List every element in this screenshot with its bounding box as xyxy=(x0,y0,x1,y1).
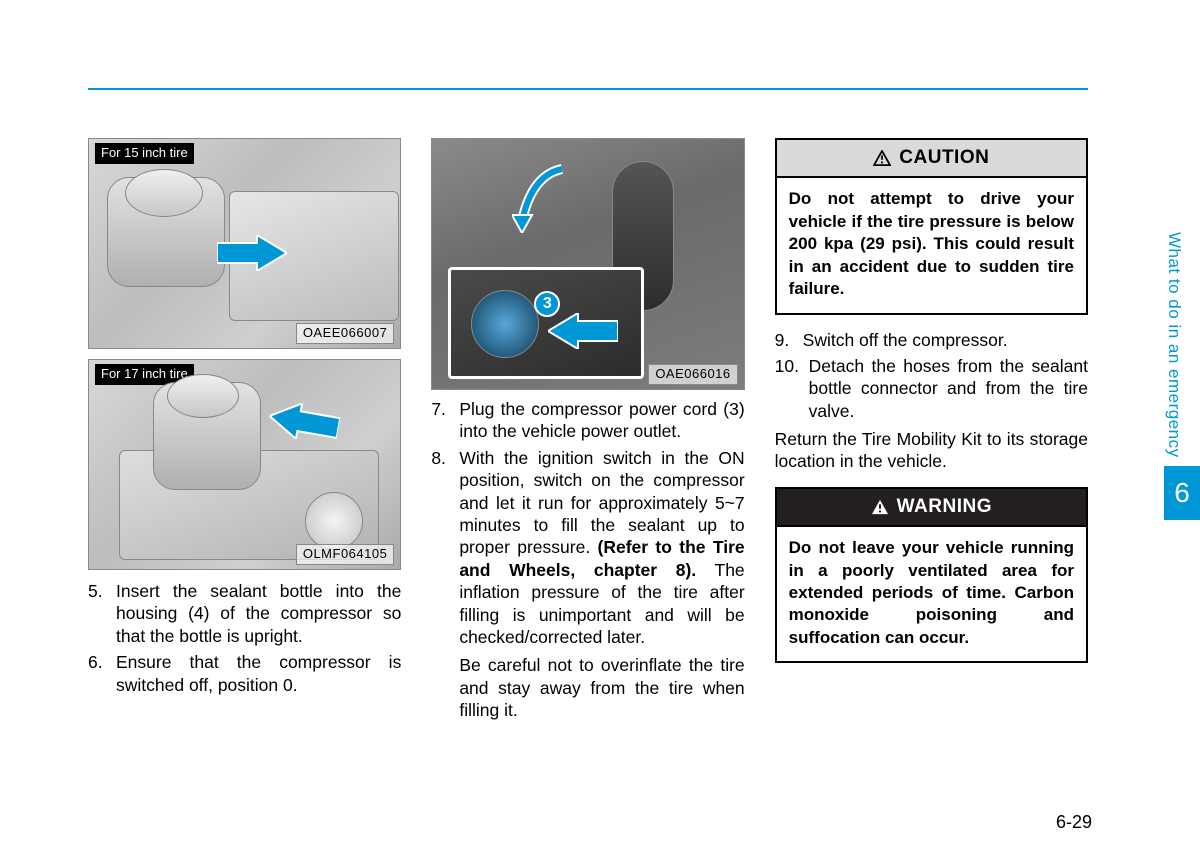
figure-code: OAEE066007 xyxy=(296,323,395,344)
list-number: 8. xyxy=(431,447,459,649)
column-1: For 15 inch tire OAEE066007 For 17 inch … xyxy=(88,138,401,721)
list-text: Insert the sealant bottle into the housi… xyxy=(116,580,401,647)
list-number: 5. xyxy=(88,580,116,647)
list-item: 5. Insert the sealant bottle into the ho… xyxy=(88,580,401,647)
figure-15inch-tire: For 15 inch tire OAEE066007 xyxy=(88,138,401,349)
column-3: CAUTION Do not attempt to drive your veh… xyxy=(775,138,1088,721)
list-item: 6. Ensure that the compressor is switche… xyxy=(88,651,401,696)
caution-icon xyxy=(873,150,891,166)
figure-code: OAE066016 xyxy=(648,364,737,385)
arrow-left-icon xyxy=(266,398,341,446)
warning-body: Do not leave your vehicle running in a p… xyxy=(777,527,1086,661)
arrow-right-icon xyxy=(217,235,287,271)
list-text: Switch off the compressor. xyxy=(803,329,1088,351)
warning-icon xyxy=(871,499,889,515)
warning-box: WARNING Do not leave your vehicle runnin… xyxy=(775,487,1088,664)
figure-power-outlet: 3 OAE066016 xyxy=(431,138,744,390)
warning-title: WARNING xyxy=(897,495,992,519)
list-text: Plug the compressor power cord (3) into … xyxy=(459,398,744,443)
list-number: 9. xyxy=(775,329,803,351)
caution-box: CAUTION Do not attempt to drive your veh… xyxy=(775,138,1088,315)
chapter-number-block: 6 xyxy=(1164,466,1200,520)
paragraph: Return the Tire Mobility Kit to its stor… xyxy=(775,428,1088,473)
caution-title: CAUTION xyxy=(899,146,989,170)
list-number: 10. xyxy=(775,355,809,422)
warning-header: WARNING xyxy=(777,489,1086,527)
list-item: 7. Plug the compressor power cord (3) in… xyxy=(431,398,744,443)
list-item: 9. Switch off the compressor. xyxy=(775,329,1088,351)
arrow-curved-icon xyxy=(512,161,572,233)
column-2: 3 OAE066016 7. Plug the compressor power… xyxy=(431,138,744,721)
page-number: 6-29 xyxy=(1056,812,1092,833)
list-text: Detach the hoses from the sealant bottle… xyxy=(809,355,1088,422)
list-number: 7. xyxy=(431,398,459,443)
side-tab: What to do in an emergency 6 xyxy=(1164,232,1200,520)
list-text: Ensure that the compressor is switched o… xyxy=(116,651,401,696)
figure-17inch-tire: For 17 inch tire OLMF064105 xyxy=(88,359,401,570)
figure-code: OLMF064105 xyxy=(296,544,395,565)
header-rule xyxy=(88,88,1088,90)
list-number: 6. xyxy=(88,651,116,696)
list-item: 8. With the ignition switch in the ON po… xyxy=(431,447,744,649)
page-content: For 15 inch tire OAEE066007 For 17 inch … xyxy=(88,138,1088,721)
caution-header: CAUTION xyxy=(777,140,1086,178)
sub-paragraph: Be careful not to overinflate the tire a… xyxy=(459,654,744,721)
list-item: 10. Detach the hoses from the sealant bo… xyxy=(775,355,1088,422)
list-text: With the ignition switch in the ON posit… xyxy=(459,447,744,649)
figure-caption: For 15 inch tire xyxy=(95,143,194,164)
caution-body: Do not attempt to drive your vehicle if … xyxy=(777,178,1086,312)
section-title-vertical: What to do in an emergency xyxy=(1164,232,1184,466)
arrow-left-icon xyxy=(548,313,618,349)
